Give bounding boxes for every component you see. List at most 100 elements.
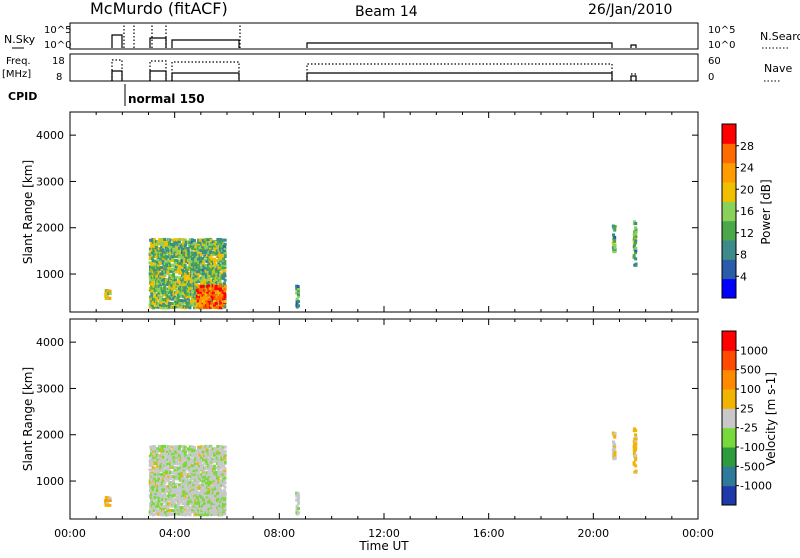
power-cell	[217, 274, 221, 278]
velocity-cell	[167, 487, 171, 491]
power-cell	[171, 272, 175, 276]
power-cell	[634, 249, 638, 253]
velocity-cell	[153, 466, 157, 470]
power-cell	[212, 276, 216, 280]
velocity-cell	[189, 493, 193, 497]
velocity-cell	[634, 458, 638, 462]
power-cell	[220, 284, 224, 288]
velocity-cell	[209, 445, 213, 449]
velocity-cell	[220, 464, 224, 468]
velocity-cell	[170, 464, 174, 468]
power-cell	[213, 246, 217, 250]
power-cell	[221, 267, 225, 271]
power-cell	[207, 238, 211, 242]
power-cell	[172, 259, 176, 263]
velocity-cell	[159, 453, 163, 457]
power-cell	[198, 251, 202, 255]
velocity-cell	[166, 494, 170, 498]
velocity-cell	[167, 447, 171, 451]
nsky-tick-bottom: 10^0	[44, 40, 71, 51]
power-cell	[194, 259, 198, 263]
velocity-cell	[205, 455, 209, 459]
velocity-cell	[223, 476, 227, 480]
power-cell	[168, 251, 172, 255]
velocity-cell	[170, 504, 174, 508]
velocity-cell	[218, 480, 222, 484]
velocity-cell	[201, 447, 205, 451]
velocity-cell	[634, 469, 638, 473]
velocity-cell	[214, 483, 218, 487]
power-cell	[153, 288, 157, 292]
velocity-cell	[218, 472, 222, 476]
velocity-cell	[221, 502, 225, 506]
power-cell	[179, 291, 183, 295]
power-cell	[183, 283, 187, 287]
x-tick-label: 16:00	[473, 527, 505, 540]
power-cell	[177, 305, 181, 309]
power-cell	[166, 297, 170, 301]
velocity-cell	[205, 453, 209, 457]
power-cell	[207, 266, 211, 270]
velocity-cell	[163, 487, 167, 491]
velocity-cell	[198, 486, 202, 490]
velocity-cell	[183, 470, 187, 474]
power-cell	[613, 228, 617, 232]
velocity-cell	[153, 495, 157, 499]
power-cell	[190, 240, 194, 244]
velocity-cell	[202, 447, 206, 451]
velocity-cell	[174, 472, 178, 476]
nsky-panel: N.Sky 10^5 10^0 10^5 10^0 N.Search	[4, 22, 800, 51]
power-cell	[165, 280, 169, 284]
power-cell	[154, 285, 158, 289]
power-cell	[163, 252, 167, 256]
velocity-cell	[216, 492, 220, 496]
velocity-cell	[214, 470, 218, 474]
power-cell	[219, 272, 223, 276]
power-cell	[207, 251, 211, 255]
velocity-cell	[208, 509, 212, 513]
power-cell	[105, 296, 109, 300]
velocity-cell	[184, 481, 188, 485]
colorbar-swatch	[722, 278, 736, 299]
power-cell	[217, 268, 221, 272]
velocity-cell	[182, 466, 186, 470]
velocity-cell	[211, 498, 215, 502]
power-cell	[198, 246, 202, 250]
velocity-cell	[169, 493, 173, 497]
power-cell	[179, 278, 183, 282]
velocity-cell	[173, 468, 177, 472]
velocity-cell	[220, 449, 224, 453]
velocity-cell	[149, 502, 153, 506]
power-cell	[176, 282, 180, 286]
power-cell	[166, 246, 170, 250]
velocity-cell	[148, 512, 152, 516]
velocity-cell	[160, 487, 164, 491]
velocity-cell	[184, 454, 188, 458]
power-cell	[182, 269, 186, 273]
velocity-cell	[180, 472, 184, 476]
power-cell	[205, 292, 209, 296]
power-cell	[167, 269, 171, 273]
velocity-cell	[173, 502, 177, 506]
power-cell	[157, 279, 161, 283]
velocity-cell	[169, 463, 173, 467]
power-cell	[157, 302, 161, 306]
power-cell	[634, 257, 638, 261]
velocity-cell	[194, 481, 198, 485]
velocity-cell	[189, 487, 193, 491]
power-cell	[183, 276, 187, 280]
power-cell	[157, 284, 161, 288]
velocity-cell	[160, 502, 164, 506]
power-cell	[161, 248, 165, 252]
power-cell	[296, 292, 300, 296]
velocity-cell	[634, 439, 638, 443]
power-cell	[178, 246, 182, 250]
power-cell	[221, 247, 225, 251]
velocity-cell	[186, 478, 190, 482]
velocity-cell	[211, 453, 215, 457]
velocity-cell	[192, 510, 196, 514]
velocity-cell	[175, 459, 179, 463]
velocity-cell	[217, 447, 221, 451]
velocity-cell	[156, 485, 160, 489]
power-cell	[188, 306, 192, 310]
